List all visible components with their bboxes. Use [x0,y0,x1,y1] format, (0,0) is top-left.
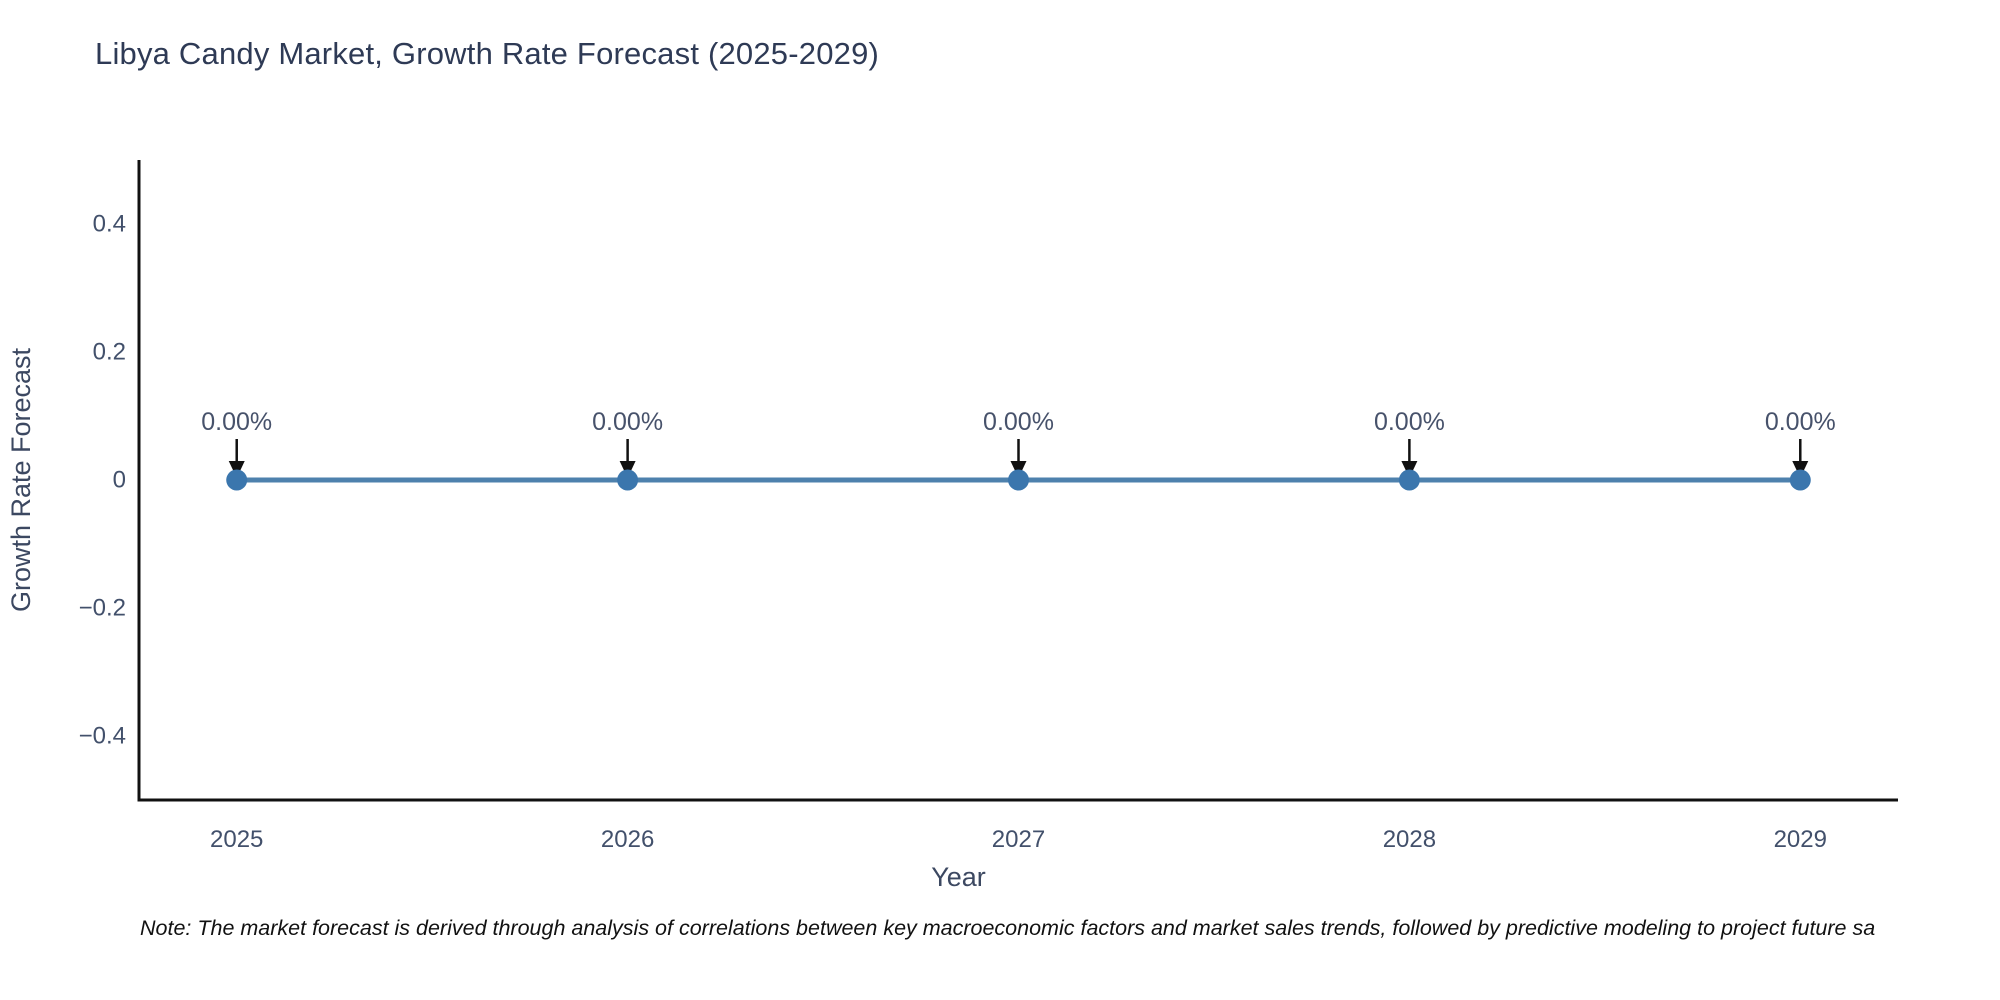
data-point-marker [226,469,248,491]
data-point-marker [617,469,639,491]
x-tick-label: 2025 [210,826,263,853]
y-tick-label: −0.4 [79,723,126,750]
data-point-label: 0.00% [983,408,1054,436]
data-point-marker [1398,469,1420,491]
y-tick-label: 0 [113,467,126,494]
data-point-label: 0.00% [592,408,663,436]
x-tick-label: 2027 [992,826,1045,853]
footnote: Note: The market forecast is derived thr… [140,916,1876,940]
data-point-marker [1789,469,1811,491]
y-axis-title: Growth Rate Forecast [6,347,36,612]
y-tick-label: 0.4 [93,211,126,238]
data-point-label: 0.00% [201,408,272,436]
y-tick-label: −0.2 [79,595,126,622]
data-point-label: 0.00% [1374,408,1445,436]
x-axis-title: Year [931,862,986,892]
data-point-label: 0.00% [1765,408,1836,436]
x-tick-label: 2026 [601,826,654,853]
chart-title: Libya Candy Market, Growth Rate Forecast… [95,36,880,71]
y-tick-label: 0.2 [93,339,126,366]
x-tick-label: 2028 [1383,826,1436,853]
data-point-marker [1008,469,1029,491]
x-tick-label: 2029 [1774,826,1827,853]
